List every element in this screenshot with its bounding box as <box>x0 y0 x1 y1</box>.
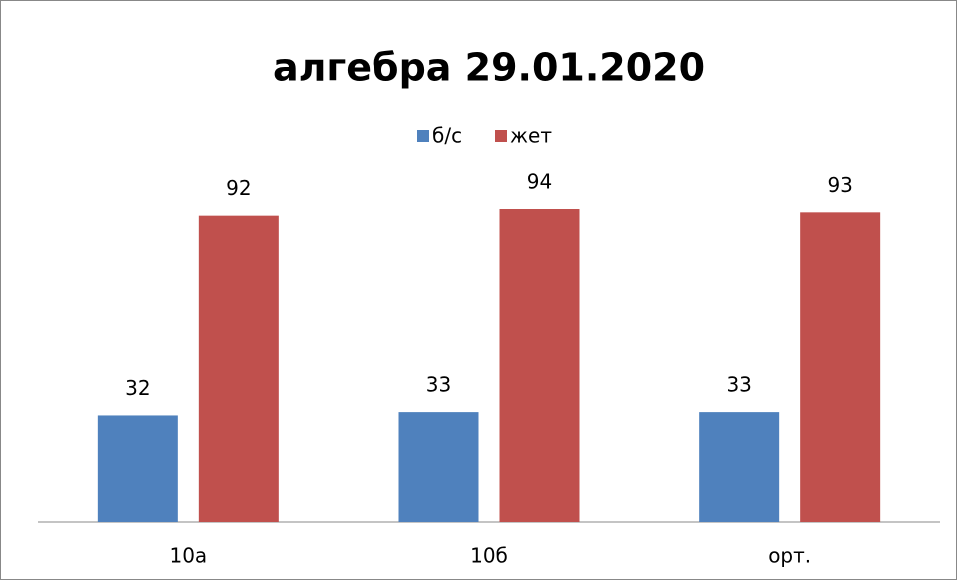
bar <box>699 412 780 522</box>
bar <box>499 209 580 522</box>
data-label: 32 <box>125 376 150 400</box>
x-tick-label: 10а <box>169 544 207 568</box>
legend-swatch <box>417 130 429 142</box>
data-label: 92 <box>226 176 251 200</box>
x-tick-label: орт. <box>768 544 811 568</box>
bar <box>97 415 178 522</box>
data-label: 94 <box>527 170 552 194</box>
data-label: 33 <box>726 373 751 397</box>
chart-title: алгебра 29.01.2020 <box>273 46 705 90</box>
bar <box>800 212 881 523</box>
data-label: 93 <box>827 173 852 197</box>
data-label: 33 <box>426 373 451 397</box>
bar <box>198 215 279 522</box>
legend-label: жет <box>510 124 552 148</box>
legend-label: б/с <box>432 124 462 148</box>
legend-swatch <box>495 130 507 142</box>
bar <box>398 412 479 522</box>
x-tick-label: 10б <box>470 544 508 568</box>
